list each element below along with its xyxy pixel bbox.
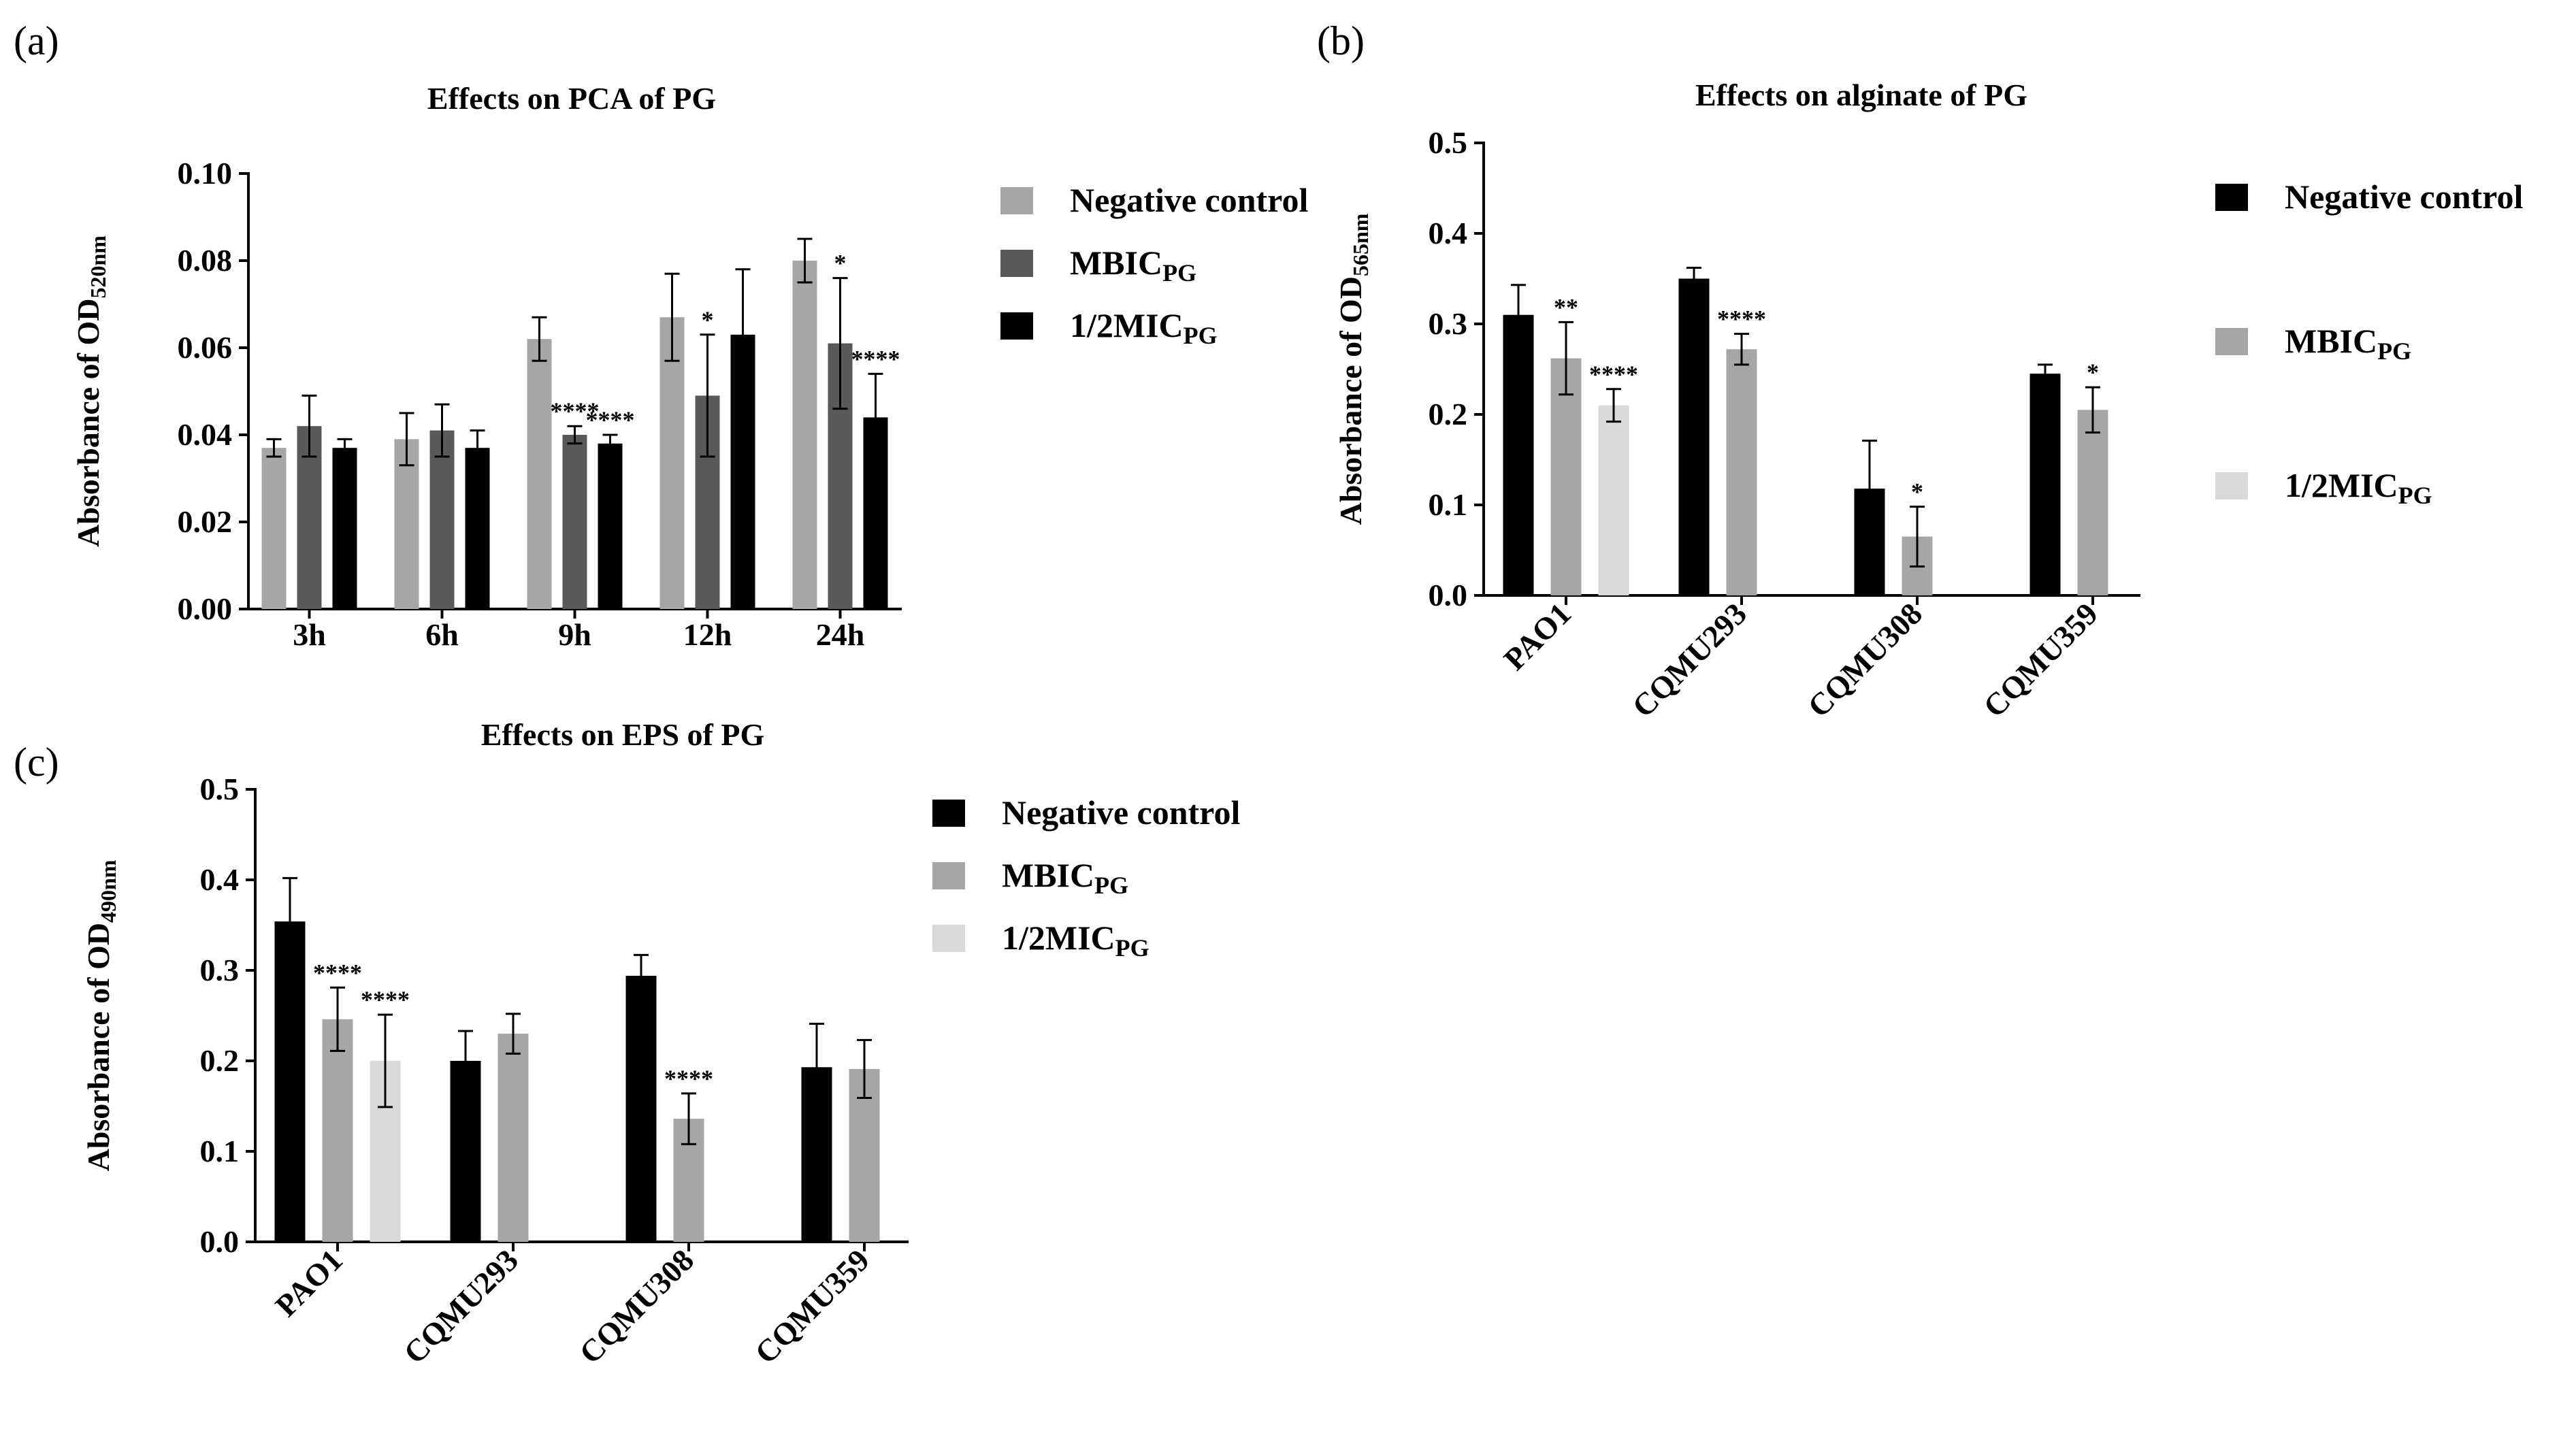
c-y-tick-label: 0.4: [200, 862, 240, 897]
c-legend-swatch: [932, 925, 965, 952]
a-bar: [261, 448, 287, 609]
a-y-tick-label: 0.00: [178, 591, 233, 626]
a-bar: [659, 317, 685, 609]
a-bar: [792, 261, 817, 609]
a-y-tick-label: 0.04: [178, 417, 233, 452]
a-y-tick-label: 0.02: [178, 504, 233, 539]
b-significance-label: ****: [1589, 361, 1638, 388]
c-x-tick-label: PAO1: [268, 1243, 349, 1324]
a-bar: [332, 448, 357, 609]
a-legend-label: 1/2MICPG: [1070, 306, 1218, 349]
panel-c-label: (c): [14, 740, 59, 785]
b-x-tick-label: CQMU359: [1976, 596, 2104, 724]
a-bar: [562, 435, 587, 609]
c-x-tick-label: CQMU293: [397, 1243, 525, 1370]
b-y-tick-label: 0.5: [1429, 125, 1468, 160]
panel-c-title: Effects on EPS of PG: [481, 717, 765, 752]
b-bar: [1598, 405, 1629, 595]
c-legend-label: 1/2MICPG: [1002, 919, 1150, 962]
b-x-tick-label: PAO1: [1497, 596, 1578, 677]
c-y-tick-label: 0.2: [200, 1043, 240, 1078]
c-y-tick-label: 0.5: [200, 772, 240, 806]
a-bar: [598, 443, 623, 609]
c-legend-swatch: [932, 800, 965, 827]
b-bar: [1726, 349, 1757, 595]
b-bar: [1550, 358, 1582, 595]
a-y-tick-label: 0.06: [178, 330, 233, 365]
a-y-axis-label: Absorbance of OD520nm: [71, 235, 110, 547]
a-x-tick-label: 6h: [425, 617, 459, 652]
a-x-tick-label: 9h: [558, 617, 591, 652]
a-x-tick-label: 12h: [683, 617, 732, 652]
c-x-tick-label: CQMU359: [748, 1243, 876, 1370]
c-legend-label: Negative control: [1002, 793, 1240, 832]
b-legend-swatch: [2215, 472, 2248, 499]
a-significance-label: *: [702, 306, 714, 333]
panel-a: (a) Effects on PCA of PG 0.000.020.040.0…: [14, 18, 1308, 652]
c-significance-label: ****: [313, 959, 362, 986]
b-bar: [1503, 314, 1534, 595]
a-x-tick-label: 24h: [816, 617, 865, 652]
b-y-tick-label: 0.0: [1429, 578, 1468, 612]
b-legend-label: Negative control: [2285, 178, 2523, 216]
panel-c-plot: 0.0 0.1 0.2 0.3 0.4 0.5 Absorbance of OD490nm P…: [81, 772, 1240, 1370]
a-legend-swatch: [1000, 312, 1033, 340]
b-bar: [2077, 410, 2108, 595]
c-bar: [498, 1034, 529, 1242]
b-x-tick-label: CQMU308: [1801, 596, 1929, 724]
b-legend-label: 1/2MICPG: [2285, 466, 2432, 509]
panel-b: (b) Effects on alginate of PG 0.00.10.20…: [1317, 18, 2523, 724]
a-legend-label: MBICPG: [1070, 244, 1196, 286]
panel-c: (c) Effects on EPS of PG 0.0 0.1 0.2 0.3 0.4…: [14, 717, 1240, 1370]
c-bar: [625, 975, 657, 1242]
a-legend-swatch: [1000, 250, 1033, 277]
a-bar: [465, 448, 490, 609]
panel-a-plot: 0.00 0.02 0.04 0.06 0.08 0.10 Absorbance of OD…: [71, 156, 1308, 652]
b-bar: [2029, 374, 2061, 595]
c-y-tick-label: 0.3: [200, 953, 240, 987]
a-legend-swatch: [1000, 187, 1033, 214]
a-significance-label: *: [834, 250, 847, 277]
c-significance-label: ****: [664, 1065, 713, 1092]
a-bar: [527, 339, 552, 609]
a-bar: [429, 430, 455, 609]
panel-a-label: (a): [14, 18, 59, 63]
c-significance-label: ****: [361, 986, 410, 1013]
c-y-tick-label: 0.1: [200, 1134, 240, 1168]
b-y-tick-label: 0.1: [1429, 487, 1468, 522]
b-x-tick-label: CQMU293: [1625, 596, 1753, 724]
b-legend-swatch: [2215, 184, 2248, 211]
b-y-tick-label: 0.2: [1429, 397, 1468, 431]
panel-a-title: Effects on PCA of PG: [427, 81, 716, 116]
b-y-tick-label: 0.4: [1429, 216, 1468, 250]
c-y-tick-label: 0.0: [200, 1224, 240, 1259]
b-legend-swatch: [2215, 328, 2248, 355]
panel-b-title: Effects on alginate of PG: [1695, 78, 2027, 112]
c-bar: [274, 921, 306, 1242]
a-bar: [394, 439, 419, 609]
c-bar: [322, 1019, 353, 1242]
c-y-axis-label: Absorbance of OD490nm: [81, 859, 120, 1171]
a-y-tick-label: 0.10: [178, 156, 233, 191]
a-y-tick-label: 0.08: [178, 243, 233, 278]
a-significance-label: ****: [551, 397, 600, 425]
b-significance-label: *: [2087, 359, 2099, 386]
a-x-tick-label: 3h: [293, 617, 326, 652]
b-significance-label: **: [1554, 293, 1578, 321]
c-x-tick-label: CQMU308: [572, 1243, 700, 1370]
c-legend-swatch: [932, 862, 965, 889]
b-bar: [1678, 278, 1710, 595]
b-y-tick-label: 0.3: [1429, 306, 1468, 341]
b-legend-label: MBICPG: [2285, 322, 2411, 365]
a-legend-label: Negative control: [1070, 181, 1308, 219]
panel-b-label: (b): [1317, 18, 1365, 63]
a-significance-label: ****: [851, 345, 900, 372]
b-significance-label: *: [1911, 478, 1923, 506]
b-significance-label: ****: [1717, 306, 1766, 333]
c-legend-label: MBICPG: [1002, 856, 1128, 899]
b-y-axis-label: Absorbance of OD565nm: [1333, 213, 1373, 525]
a-significance-label: ****: [586, 406, 635, 433]
panel-b-plot: 0.0 0.1 0.2 0.3 0.4 0.5 Absorbance of OD565nm P…: [1333, 125, 2523, 724]
